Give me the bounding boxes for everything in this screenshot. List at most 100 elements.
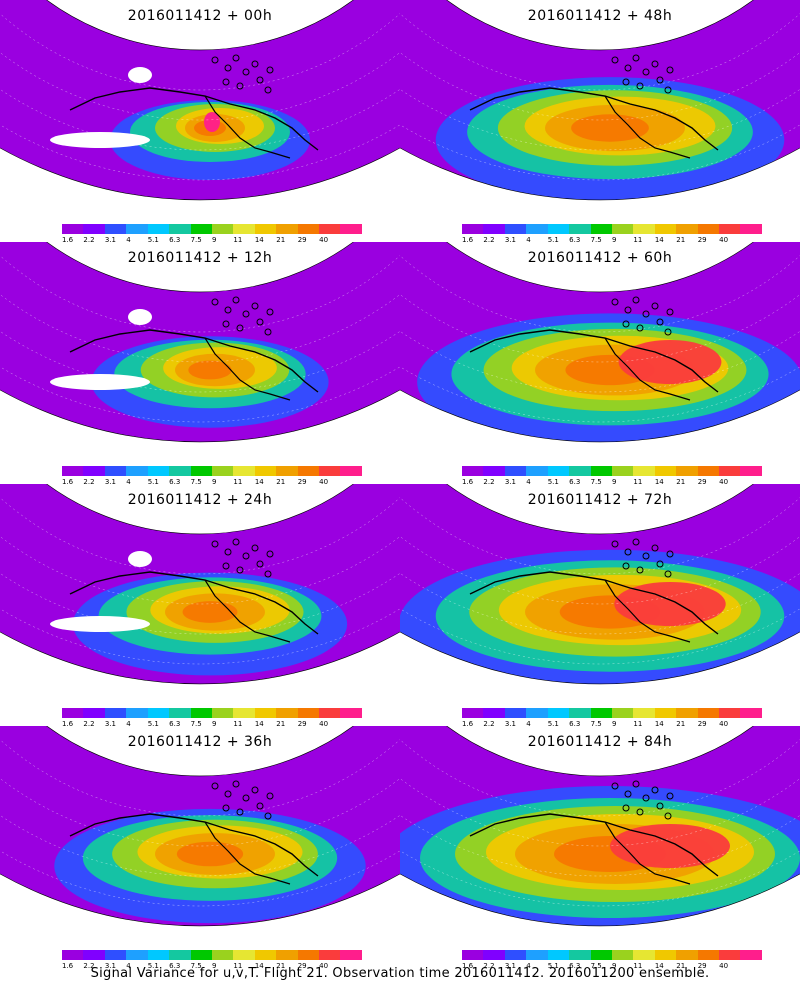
missing-data-area bbox=[50, 132, 150, 148]
colorbar-swatch bbox=[340, 224, 362, 234]
colorbar-swatch bbox=[233, 708, 255, 718]
island-coast bbox=[232, 54, 240, 62]
island-coast bbox=[264, 570, 272, 578]
colorbar-tick-label: 21 bbox=[676, 236, 686, 244]
colorbar-ticks: 1.6 2.2 3.1 4 5.1 6.3 7.5 9 11 14 21 29 40 bbox=[50, 720, 350, 730]
colorbar-swatch bbox=[297, 950, 320, 960]
island-coast bbox=[211, 56, 219, 64]
coastline bbox=[604, 821, 691, 885]
colorbar-swatch bbox=[254, 708, 277, 718]
colorbar bbox=[462, 466, 762, 476]
colorbar-tick-label: 2.2 bbox=[83, 720, 95, 728]
island-coast bbox=[664, 812, 672, 820]
island-coast bbox=[611, 298, 619, 306]
colorbar-tick-label: 2.2 bbox=[83, 478, 95, 486]
colorbar-tick-label: 2.2 bbox=[483, 962, 495, 970]
island-coast bbox=[664, 570, 672, 578]
colorbar-swatch bbox=[126, 224, 148, 234]
coastline bbox=[604, 337, 691, 401]
colorbar-swatch bbox=[83, 466, 105, 476]
colorbar-tick-label: 3.1 bbox=[504, 236, 516, 244]
colorbar-swatch bbox=[526, 466, 548, 476]
graticule-line bbox=[0, 774, 400, 877]
colorbar-tick-label: 1.6 bbox=[62, 478, 74, 486]
figure-caption: Signal Variance for u,v,T. Flight 21. Ob… bbox=[90, 966, 710, 981]
colorbar-tick-label: 14 bbox=[654, 962, 664, 970]
colorbar-tick-label: 21 bbox=[676, 720, 686, 728]
forecast-map bbox=[0, 484, 400, 685]
island-coast bbox=[664, 328, 672, 336]
variance-field bbox=[0, 484, 400, 684]
colorbar-swatch bbox=[483, 466, 505, 476]
colorbar-tick-label: 6.3 bbox=[569, 236, 581, 244]
island-coast bbox=[666, 550, 674, 558]
colorbar-swatch bbox=[169, 708, 191, 718]
colorbar-swatch bbox=[483, 708, 505, 718]
island-coast bbox=[242, 552, 250, 560]
island-coast bbox=[232, 538, 240, 546]
colorbar-tick-label: 7.5 bbox=[590, 478, 602, 486]
colorbar-swatch bbox=[547, 950, 570, 960]
missing-data-area bbox=[128, 67, 152, 83]
colorbar-tick-label: 1.6 bbox=[462, 720, 474, 728]
colorbar-tick-label: 1.6 bbox=[462, 962, 474, 970]
island-coast bbox=[236, 82, 244, 90]
colorbar-tick-label: 4 bbox=[526, 478, 531, 486]
colorbar-tick-label: 5.1 bbox=[147, 478, 159, 486]
colorbar-tick-label: 6.3 bbox=[169, 478, 181, 486]
colorbar-swatch bbox=[719, 950, 741, 960]
colorbar-tick-label: 5.1 bbox=[147, 962, 159, 970]
colorbar-tick-label: 1.6 bbox=[62, 720, 74, 728]
colorbar-tick-label: 6.3 bbox=[169, 236, 181, 244]
island-coast bbox=[232, 780, 240, 788]
colorbar-swatch bbox=[633, 950, 655, 960]
colorbar-tick-label: 4 bbox=[526, 236, 531, 244]
graticule-line bbox=[0, 731, 400, 817]
colorbar-swatch bbox=[462, 708, 484, 718]
coastline bbox=[69, 571, 319, 635]
colorbar-tick-label: 14 bbox=[654, 478, 664, 486]
colorbar bbox=[462, 950, 762, 960]
colorbar-tick-label: 6.3 bbox=[569, 478, 581, 486]
island-coast bbox=[651, 544, 659, 552]
colorbar-swatch bbox=[233, 466, 255, 476]
colorbar-swatch bbox=[590, 224, 612, 234]
island-coast bbox=[632, 538, 640, 546]
island-coast bbox=[642, 552, 650, 560]
coastline bbox=[204, 821, 291, 885]
colorbar-swatch bbox=[697, 708, 720, 718]
coastline bbox=[604, 95, 691, 159]
map-panel-72h: 2016011412 + 72h 1.6 2.2 3.1 4 5.1 6.3 7.5 9 11 1… bbox=[400, 484, 800, 728]
colorbar-tick-label: 9 bbox=[212, 236, 217, 244]
colorbar-swatch bbox=[126, 708, 148, 718]
colorbar-swatch bbox=[697, 950, 720, 960]
island-coast bbox=[632, 54, 640, 62]
colorbar-tick-label: 29 bbox=[297, 236, 307, 244]
graticule-line bbox=[0, 48, 400, 151]
forecast-map bbox=[400, 726, 800, 927]
variance-contour bbox=[610, 824, 730, 868]
variance-contour bbox=[204, 112, 220, 132]
colorbar-swatch bbox=[104, 224, 127, 234]
map-panel-12h: 2016011412 + 12h 1.6 2.2 3.1 4 5.1 6.3 7.5 9 11 1… bbox=[0, 242, 400, 486]
domain-border bbox=[400, 484, 800, 685]
colorbar-tick-label: 29 bbox=[697, 720, 707, 728]
colorbar-ticks: 1.6 2.2 3.1 4 5.1 6.3 7.5 9 11 14 21 29 40 bbox=[450, 962, 750, 972]
colorbar-swatch bbox=[169, 950, 191, 960]
panel-title: 2016011412 + 24h bbox=[127, 492, 273, 508]
island-coast bbox=[211, 298, 219, 306]
colorbar-tick-label: 7.5 bbox=[590, 720, 602, 728]
colorbar-swatch bbox=[233, 950, 255, 960]
forecast-map bbox=[400, 484, 800, 685]
colorbar-tick-label: 9 bbox=[212, 962, 217, 970]
colorbar-tick-label: 4 bbox=[126, 962, 131, 970]
colorbar bbox=[62, 466, 362, 476]
colorbar-swatch bbox=[569, 708, 591, 718]
missing-data-area bbox=[50, 616, 150, 632]
colorbar-tick-label: 11 bbox=[233, 236, 243, 244]
island-coast bbox=[622, 804, 630, 812]
colorbar-tick-label: 3.1 bbox=[504, 962, 516, 970]
colorbar-swatch bbox=[276, 708, 298, 718]
island-coast bbox=[264, 86, 272, 94]
map-panel-00h: 2016011412 + 00h 1.6 2.2 3.1 4 5.1 6.3 7.5 9 11 1… bbox=[0, 0, 400, 244]
